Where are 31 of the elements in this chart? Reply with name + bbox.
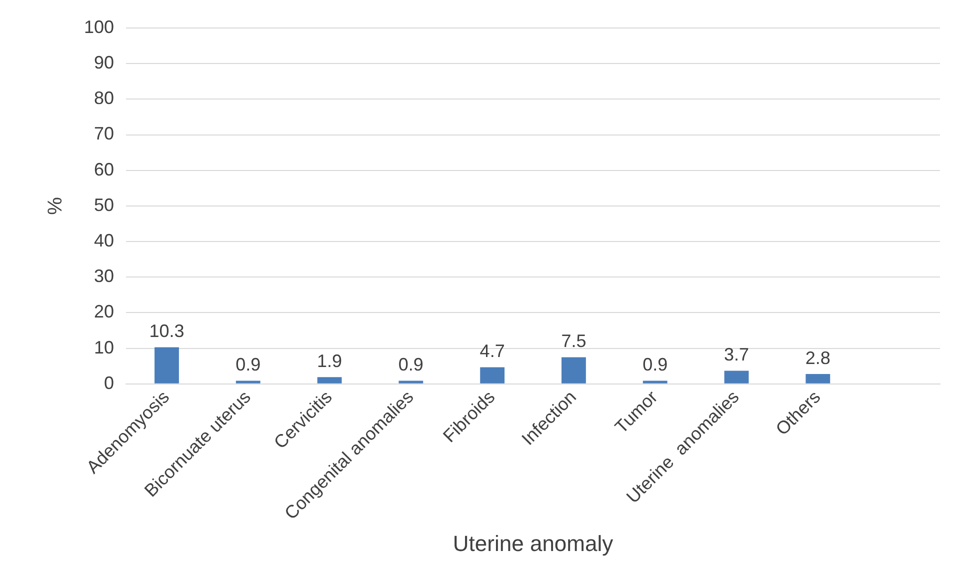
y-tick-label: 100 (84, 16, 114, 37)
bar (806, 374, 830, 384)
y-tick-label: 30 (94, 266, 114, 286)
data-label: 3.7 (724, 344, 750, 365)
x-axis-title: Uterine anomaly (452, 530, 614, 556)
y-tick-label: 10 (94, 337, 114, 358)
bar (724, 370, 749, 384)
data-label: 0.9 (236, 354, 261, 375)
bar (317, 377, 342, 384)
bar (154, 347, 179, 384)
data-label: 0.9 (398, 354, 424, 375)
bar (562, 357, 586, 384)
y-tick-label: 20 (94, 302, 114, 322)
data-label: 2.8 (805, 348, 830, 368)
bar (480, 367, 505, 384)
y-tick-label: 60 (94, 159, 114, 180)
bar (642, 380, 668, 384)
y-tick-label: 50 (94, 194, 114, 215)
data-label: 7.5 (561, 331, 586, 352)
y-tick-label: 70 (94, 124, 114, 144)
bar (236, 380, 260, 384)
y-tick-label: 80 (94, 88, 114, 108)
y-axis-title: % (44, 196, 67, 215)
data-label: 1.9 (317, 351, 342, 372)
y-tick-label: 90 (94, 52, 114, 73)
data-label: 4.7 (480, 341, 505, 362)
y-tick-label: 40 (94, 230, 114, 251)
y-tick-label: 0 (104, 372, 114, 393)
bar (398, 380, 424, 384)
data-label: 10.3 (149, 321, 184, 342)
data-label: 0.9 (642, 354, 668, 375)
